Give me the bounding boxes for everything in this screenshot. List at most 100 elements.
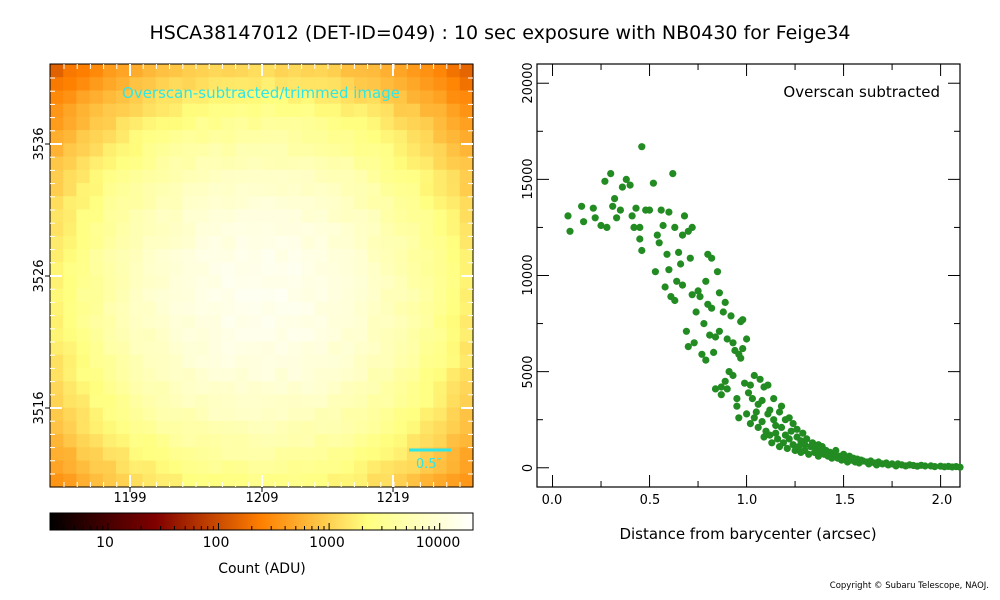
- image-pixel: [261, 143, 276, 158]
- image-pixel: [261, 262, 276, 277]
- image-pixel: [168, 368, 183, 382]
- image-pixel: [459, 103, 474, 118]
- image-pixel: [261, 460, 276, 475]
- image-pixel: [221, 249, 236, 263]
- image-pixel: [261, 235, 276, 250]
- image-pixel: [446, 222, 461, 237]
- image-pixel: [89, 77, 104, 92]
- image-pixel: [129, 156, 144, 171]
- image-pixel: [221, 222, 236, 237]
- x-tick-label: 1209: [245, 491, 278, 506]
- image-pixel: [102, 103, 117, 118]
- scatter-point: [636, 223, 644, 231]
- scatter-point: [665, 208, 673, 216]
- image-pixel: [235, 209, 249, 224]
- image-pixel: [327, 288, 342, 303]
- image-pixel: [129, 354, 144, 369]
- image-pixel: [102, 315, 117, 329]
- image-pixel: [420, 473, 434, 488]
- image-pixel: [367, 288, 382, 303]
- image-pixel: [182, 90, 197, 105]
- y-tick-label: 5000: [521, 355, 536, 388]
- image-pixel: [340, 90, 355, 105]
- image-pixel: [142, 130, 157, 144]
- image-pixel: [50, 235, 64, 250]
- image-pixel: [354, 249, 368, 263]
- image-pixel: [354, 341, 368, 356]
- image-pixel: [287, 90, 302, 105]
- image-pixel: [433, 262, 448, 277]
- image-pixel: [63, 169, 78, 184]
- image-pixel: [459, 235, 474, 250]
- image-pixel: [116, 354, 130, 369]
- image-pixel: [195, 64, 210, 78]
- image-pixel: [248, 407, 263, 422]
- image-pixel: [248, 354, 263, 369]
- image-pixel: [327, 473, 342, 488]
- image-pixel: [50, 116, 64, 131]
- image-pixel: [420, 381, 434, 396]
- image-pixel: [287, 116, 302, 131]
- image-pixel: [380, 143, 395, 158]
- scatter-point: [803, 435, 811, 443]
- image-pixel: [420, 182, 434, 197]
- image-pixel: [129, 368, 144, 382]
- image-pixel: [89, 249, 104, 263]
- image-pixel: [420, 354, 434, 369]
- image-pixel: [195, 315, 210, 329]
- image-pixel: [393, 288, 408, 303]
- image-pixel: [235, 64, 249, 78]
- image-pixel: [76, 196, 91, 211]
- image-pixel: [406, 301, 421, 316]
- image-pixel: [235, 130, 249, 144]
- image-pixel: [182, 341, 197, 356]
- image-pixel: [327, 341, 342, 356]
- image-pixel: [340, 262, 355, 277]
- image-pixel: [76, 368, 91, 382]
- image-pixel: [433, 169, 448, 184]
- image-pixel: [406, 249, 421, 263]
- image-pixel: [221, 156, 236, 171]
- image-pixel: [287, 103, 302, 118]
- image-pixel: [354, 434, 368, 448]
- scatter-point: [777, 402, 786, 410]
- image-pixel: [393, 262, 408, 277]
- image-pixel: [142, 103, 157, 118]
- scatter-point: [715, 327, 724, 335]
- image-pixel: [393, 116, 408, 131]
- image-pixel: [195, 249, 210, 263]
- image-pixel: [261, 473, 276, 488]
- image-pixel: [102, 209, 117, 224]
- scatter-point: [744, 389, 753, 397]
- image-pixel: [63, 341, 78, 356]
- image-pixel: [459, 275, 474, 290]
- image-pixel: [380, 90, 395, 105]
- image-pixel: [89, 209, 104, 224]
- image-pixel: [168, 156, 183, 171]
- image-pixel: [433, 381, 448, 396]
- image-pixel: [327, 103, 342, 118]
- image-pixel: [274, 315, 289, 329]
- image-pixel: [76, 460, 91, 475]
- image-pixel: [420, 222, 434, 237]
- image-pixel: [116, 64, 130, 78]
- image-pixel: [129, 169, 144, 184]
- image-pixel: [459, 368, 474, 382]
- image-pixel: [420, 460, 434, 475]
- image-pixel: [354, 288, 368, 303]
- image-pixel: [102, 169, 117, 184]
- image-pixel: [116, 249, 130, 263]
- image-pixel: [208, 341, 223, 356]
- image-pixel: [393, 235, 408, 250]
- image-pixel: [433, 130, 448, 144]
- image-pixel: [380, 301, 395, 316]
- image-pixel: [393, 420, 408, 435]
- image-pixel: [248, 301, 263, 316]
- scatter-point: [708, 254, 716, 262]
- image-pixel: [155, 288, 170, 303]
- image-pixel: [235, 315, 249, 329]
- image-pixel: [446, 341, 461, 356]
- colorbar-label: Count (ADU): [218, 561, 306, 577]
- image-pixel: [261, 77, 276, 92]
